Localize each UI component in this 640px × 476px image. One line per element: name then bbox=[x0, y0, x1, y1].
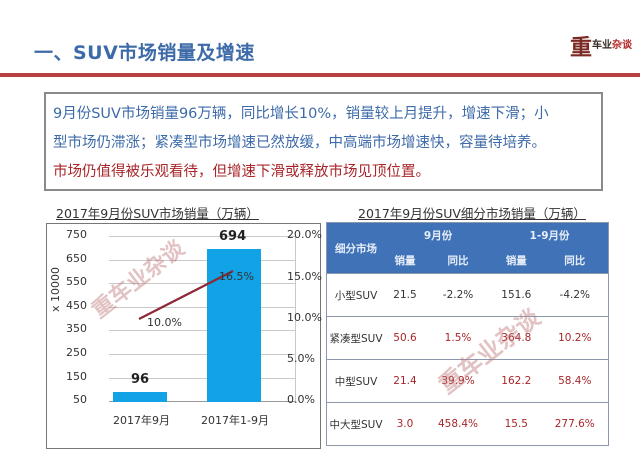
table-row: 小型SUV 21.5 -2.2% 151.6 -4.2% bbox=[326, 273, 609, 317]
cell-sep-yoy: 458.4% bbox=[424, 402, 492, 446]
chart-title: 2017年9月份SUV市场销量（万辆） bbox=[56, 206, 259, 221]
x-tick: 2017年1-9月 bbox=[201, 414, 269, 427]
plot-right-border bbox=[295, 236, 296, 402]
growth-line bbox=[138, 270, 234, 320]
y2-tick: 5.0% bbox=[287, 352, 315, 365]
gridline bbox=[109, 260, 295, 261]
x-tick: 2017年9月 bbox=[113, 414, 170, 427]
page-title: 一、SUV市场销量及增速 bbox=[34, 42, 255, 64]
table-row: 紧凑型SUV 50.6 1.5% 364.8 10.2% bbox=[326, 316, 609, 360]
cell-segment: 中型SUV bbox=[326, 359, 385, 403]
table-title: 2017年9月份SUV细分市场销量（万辆） bbox=[358, 206, 586, 221]
gridline bbox=[109, 354, 295, 355]
bar-value-label: 694 bbox=[219, 229, 247, 244]
sales-chart: 750 650 550 450 350 250 150 50 x 10000 9… bbox=[46, 223, 322, 449]
cell-segment: 小型SUV bbox=[326, 273, 385, 317]
y-tick: 550 bbox=[66, 275, 87, 288]
cell-ytd-sales: 162.2 bbox=[491, 359, 542, 403]
col-header-ytd-sales: 销量 bbox=[491, 248, 542, 274]
cell-sep-sales: 50.6 bbox=[385, 316, 425, 360]
cell-ytd-sales: 364.8 bbox=[491, 316, 542, 360]
col-header-sep-sales: 销量 bbox=[385, 248, 425, 274]
cell-sep-yoy: -2.2% bbox=[424, 273, 492, 317]
bar-ytd-2017 bbox=[207, 249, 261, 402]
col-header-ytd: 1-9月份 bbox=[491, 222, 609, 248]
col-header-ytd-yoy: 同比 bbox=[541, 248, 609, 274]
y-tick: 150 bbox=[66, 370, 87, 383]
y-tick: 50 bbox=[73, 393, 87, 406]
line-value-label: 10.0% bbox=[147, 316, 182, 329]
y-tick: 350 bbox=[66, 322, 87, 335]
cell-ytd-sales: 151.6 bbox=[491, 273, 542, 317]
cell-ytd-yoy: 58.4% bbox=[541, 359, 609, 403]
x-axis-line bbox=[109, 401, 295, 402]
summary-box: 9月份SUV市场销量96万辆，同比增长10%，销量较上月提升，增速下滑；小 型市… bbox=[44, 92, 603, 191]
cell-sep-sales: 21.5 bbox=[385, 273, 425, 317]
logo-text-part2: 杂谈 bbox=[612, 40, 632, 51]
cell-ytd-yoy: 277.6% bbox=[541, 402, 609, 446]
logo-text: 车业杂谈 bbox=[592, 36, 632, 51]
summary-line-3: 市场仍值得被乐观看待，但增速下滑或释放市场见顶位置。 bbox=[53, 164, 430, 180]
gridline bbox=[109, 378, 295, 379]
gridline bbox=[109, 330, 295, 331]
brand-logo: 重 车业杂谈 bbox=[568, 22, 634, 62]
col-header-segment: 细分市场 bbox=[326, 222, 385, 274]
cell-segment: 中大型SUV bbox=[326, 402, 385, 446]
cell-sep-sales: 21.4 bbox=[385, 359, 425, 403]
cell-ytd-yoy: 10.2% bbox=[541, 316, 609, 360]
segment-table: 细分市场 9月份 1-9月份 销量 同比 销量 同比 小型SUV 21.5 -2… bbox=[326, 222, 609, 446]
col-header-sep-yoy: 同比 bbox=[424, 248, 492, 274]
gridline bbox=[109, 236, 295, 237]
summary-line-2: 型市场仍滞涨；紧凑型市场增速已然放缓，中高端市场增速快，容量待培养。 bbox=[53, 135, 546, 151]
header-divider bbox=[0, 73, 640, 77]
y-tick: 450 bbox=[66, 299, 87, 312]
cell-segment: 紧凑型SUV bbox=[326, 316, 385, 360]
cell-ytd-yoy: -4.2% bbox=[541, 273, 609, 317]
y-tick: 650 bbox=[66, 252, 87, 265]
bar-sep-2017 bbox=[113, 392, 167, 402]
line-value-label: 16.5% bbox=[219, 270, 254, 283]
cell-sep-sales: 3.0 bbox=[385, 402, 425, 446]
cell-ytd-sales: 15.5 bbox=[491, 402, 542, 446]
y2-tick: 15.0% bbox=[287, 270, 322, 283]
cell-sep-yoy: 1.5% bbox=[424, 316, 492, 360]
gridline bbox=[109, 283, 295, 284]
bar-value-label: 96 bbox=[131, 372, 150, 387]
summary-line-1: 9月份SUV市场销量96万辆，同比增长10%，销量较上月提升，增速下滑；小 bbox=[53, 106, 549, 122]
y2-tick: 10.0% bbox=[287, 311, 322, 324]
logo-text-part1: 车业 bbox=[592, 40, 612, 51]
y2-tick: 0.0% bbox=[287, 393, 315, 406]
logo-mark-icon: 重 bbox=[570, 35, 593, 61]
gridline bbox=[109, 307, 295, 308]
y-tick: 750 bbox=[66, 228, 87, 241]
col-header-sep: 9月份 bbox=[385, 222, 492, 248]
y2-tick: 20.0% bbox=[287, 228, 322, 241]
table-row: 中大型SUV 3.0 458.4% 15.5 277.6% bbox=[326, 402, 609, 446]
y-tick: 250 bbox=[66, 346, 87, 359]
table-row: 中型SUV 21.4 39.9% 162.2 58.4% bbox=[326, 359, 609, 403]
cell-sep-yoy: 39.9% bbox=[424, 359, 492, 403]
